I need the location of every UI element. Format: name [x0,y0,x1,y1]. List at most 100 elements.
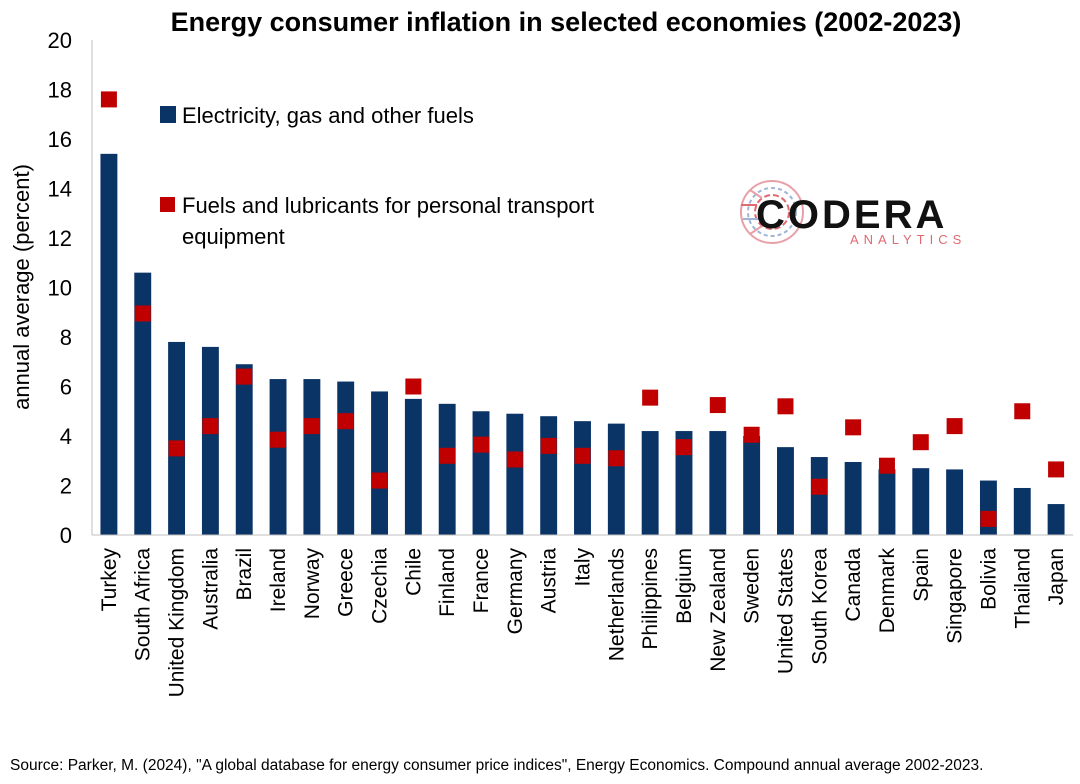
marker-finland [439,447,456,464]
marker-new-zealand [709,397,726,414]
y-tick-label: 14 [48,177,72,202]
bar-new-zealand [709,431,727,535]
logo-wordmark: CODERA [756,193,947,237]
marker-turkey [100,91,117,108]
bar-japan [1047,504,1065,535]
marker-singapore [946,418,963,435]
y-tick-label: 20 [48,28,72,53]
legend-label-fuels: Fuels and lubricants for personal transp… [182,193,600,249]
x-tick-label: Bolivia [977,548,1000,610]
marker-sweden [743,426,760,443]
x-tick-label: New Zealand [707,548,730,672]
logo-subtitle: ANALYTICS [850,232,966,247]
x-tick-label: Belgium [673,548,696,624]
x-tick-label: Austria [538,548,561,614]
marker-philippines [642,389,659,406]
bar-south-africa [134,272,152,535]
x-tick-label: Philippines [639,548,662,650]
y-axis-label: annual average (percent) [9,164,34,410]
bar-united-states [777,447,794,535]
x-tick-label: Canada [842,548,865,622]
bar-canada [844,461,862,535]
marker-austria [540,437,557,454]
marker-spain [912,434,929,451]
y-tick-label: 18 [48,78,72,103]
x-tick-label: Sweden [741,548,764,624]
bar-germany [506,413,524,535]
x-tick-label: Greece [335,548,358,617]
x-tick-label: Italy [572,548,595,587]
marker-canada [845,419,862,436]
x-tick-label: Japan [1045,548,1068,605]
marker-ireland [270,431,287,448]
x-tick-label: Denmark [876,548,899,634]
bar-sweden [743,436,761,535]
x-tick-label: Chile [402,548,425,596]
y-tick-label: 8 [60,325,72,350]
y-tick-label: 0 [60,523,72,548]
marker-south-korea [811,478,828,495]
marker-czechia [371,472,388,489]
marker-greece [337,413,354,430]
bar-south-korea [810,457,828,535]
bar-finland [438,403,456,535]
marker-united-kingdom [168,440,185,457]
legend-swatch-electricity [160,106,176,123]
x-tick-label: Germany [504,548,527,635]
y-tick-label: 12 [48,226,72,251]
marker-chile [405,378,422,395]
bar-czechia [371,391,388,535]
codera-emblem-icon [740,180,804,244]
y-axis-ticks: 0 2 4 6 8 10 12 14 16 18 20 [48,28,93,548]
y-tick-label: 2 [60,474,72,499]
x-tick-label: Norway [301,548,324,620]
marker-netherlands [608,450,625,467]
x-tick-label: Thailand [1011,548,1034,629]
bar-belgium [675,431,693,535]
x-tick-label: Australia [199,548,222,630]
y-tick-label: 6 [60,375,72,400]
bar-australia [201,346,219,535]
marker-south-africa [134,305,151,322]
x-tick-label: France [470,548,493,613]
bar-denmark [878,469,896,535]
x-tick-label: United States [774,548,797,674]
y-tick-label: 4 [60,424,72,449]
x-tick-label: Netherlands [605,548,628,661]
bar-turkey [100,153,118,535]
x-tick-label: United Kingdom [166,548,189,697]
x-axis-tick-labels: Turkey South Africa United Kingdom Australi… [98,548,1068,698]
marker-france [473,436,490,453]
marker-italy [574,447,591,464]
bar-thailand [1013,487,1031,535]
bar-spain [912,468,930,535]
marker-series [100,91,1065,527]
marker-germany [506,451,523,468]
x-tick-label: Spain [910,548,933,602]
x-tick-label: Turkey [98,548,121,612]
bar-philippines [641,431,659,535]
x-tick-label: Czechia [369,548,392,624]
codera-logo: CODERA ANALYTICS [740,180,966,247]
marker-australia [202,418,219,435]
marker-belgium [675,439,692,456]
x-tick-label: Brazil [233,548,256,601]
bar-france [472,411,490,535]
bar-singapore [946,469,964,535]
bar-norway [303,379,321,535]
legend-swatch-fuels [160,197,175,212]
bar-brazil [235,364,253,535]
x-tick-label: South Korea [808,548,831,665]
marker-norway [303,418,320,435]
x-tick-label: Finland [436,548,459,617]
marker-brazil [236,368,253,385]
marker-denmark [878,457,895,474]
y-tick-label: 10 [48,276,72,301]
bar-austria [540,416,558,535]
x-tick-label: Ireland [267,548,290,612]
y-tick-label: 16 [48,127,72,152]
x-tick-label: Singapore [944,548,967,644]
bar-italy [574,421,591,535]
bar-united-kingdom [168,341,186,535]
